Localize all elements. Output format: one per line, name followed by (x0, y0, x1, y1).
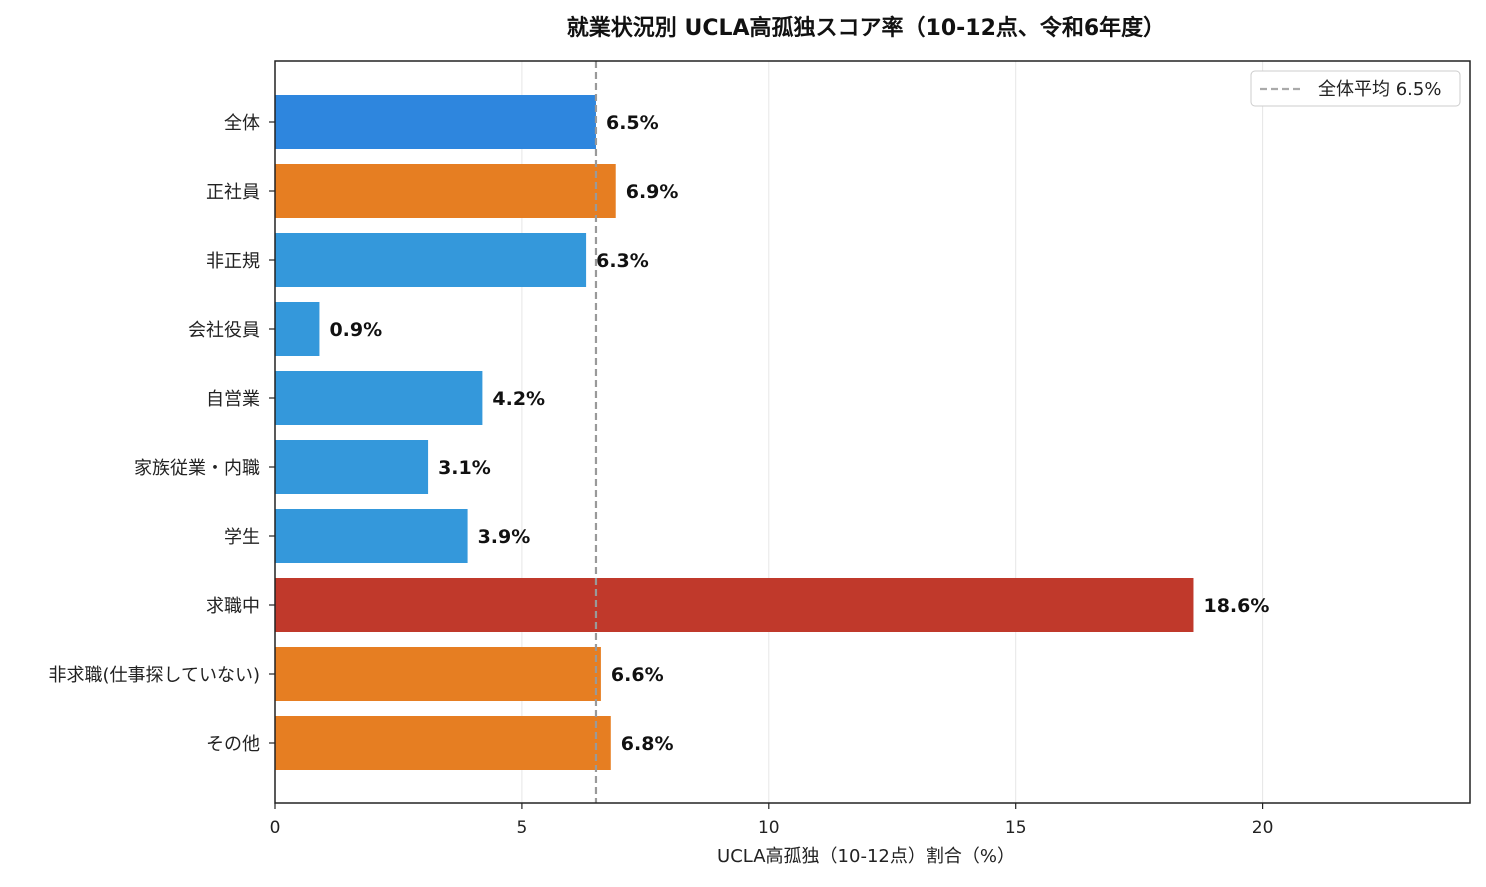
x-axis-label: UCLA高孤独（10-12点）割合（%） (717, 846, 1015, 867)
bar (275, 233, 587, 287)
bar (275, 578, 1194, 632)
data-label: 4.2% (492, 388, 545, 410)
bar (275, 647, 601, 701)
bars (275, 95, 1194, 770)
y-tick-label: 非求職(仕事探していない) (48, 665, 260, 686)
y-tick-label: 会社役員 (188, 320, 260, 341)
data-label: 6.8% (621, 733, 674, 755)
y-tick-label: 自営業 (206, 389, 260, 410)
data-labels: 6.5% 6.9% 6.3% 0.9% 4.2% 3.1% 3.9% 18.6% 6.6% 6.8… (329, 112, 1269, 755)
x-tick-label: 5 (516, 818, 527, 838)
data-label: 3.1% (438, 457, 491, 479)
x-tick-label: 15 (1005, 818, 1027, 838)
data-label: 3.9% (478, 526, 531, 548)
bar (275, 716, 611, 770)
bar (275, 509, 468, 563)
legend-label: 全体平均 6.5% (1318, 79, 1441, 100)
data-label: 6.5% (606, 112, 659, 134)
bar (275, 440, 429, 494)
data-label: 6.9% (626, 181, 679, 203)
y-tick-label: 家族従業・内職 (134, 458, 260, 479)
chart-title: 就業状況別 UCLA高孤独スコア率（10-12点、令和6年度） (567, 15, 1165, 41)
legend: 全体平均 6.5% (1250, 70, 1461, 107)
y-tick-label: 非正規 (206, 251, 260, 272)
data-label: 18.6% (1203, 595, 1269, 617)
y-tick-label: 学生 (224, 527, 260, 548)
y-tick-label: その他 (206, 734, 260, 755)
bar (275, 302, 320, 356)
x-tick-label: 10 (758, 818, 780, 838)
x-tick-label: 0 (270, 818, 281, 838)
data-label: 0.9% (329, 319, 382, 341)
plot-frame (274, 60, 1471, 804)
y-tick-label: 正社員 (206, 182, 260, 203)
x-tick-label: 20 (1252, 818, 1274, 838)
bar (275, 95, 596, 149)
data-label: 6.3% (596, 250, 649, 272)
bar (275, 371, 483, 425)
y-tick-label: 全体 (224, 113, 260, 134)
y-axis-ticks: 全体正社員非正規会社役員自営業家族従業・内職学生求職中非求職(仕事探していない)… (48, 113, 275, 755)
data-label: 6.6% (611, 664, 664, 686)
x-axis-ticks: 0 5 10 15 20 (270, 803, 1274, 838)
y-tick-label: 求職中 (206, 596, 260, 617)
bar (275, 164, 616, 218)
